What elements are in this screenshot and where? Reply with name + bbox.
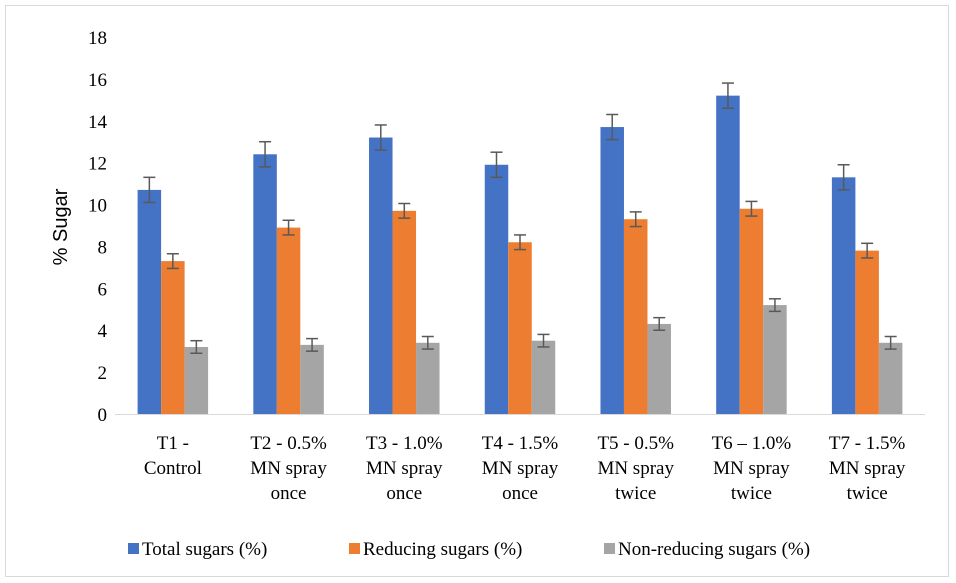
bars: [137, 95, 903, 415]
bar: [623, 219, 648, 414]
x-tick-labels: T1 - Control T2 - 0.5% MN spray once T3 - 1.0…: [144, 433, 906, 504]
y-axis-label: % Sugar: [50, 188, 72, 265]
y-tick-label: 16: [88, 70, 107, 91]
bar: [161, 261, 185, 414]
bar: [276, 227, 301, 414]
y-tick-label: 4: [98, 321, 108, 342]
bar: [184, 346, 209, 414]
bar: [763, 305, 787, 414]
y-tick-label: 12: [88, 154, 107, 175]
legend-swatch: [604, 543, 615, 554]
bar: [531, 340, 556, 414]
x-tick-label: twice: [731, 483, 772, 504]
y-tick-label: 14: [88, 112, 108, 133]
y-tick-labels: 0 2 4 6 8 10 12 14 16 18: [88, 28, 108, 426]
x-tick-label: T3 - 1.0%: [366, 433, 443, 454]
legend-swatch: [349, 543, 360, 554]
y-tick-label: 18: [88, 28, 107, 49]
x-tick-label: MN spray: [829, 458, 906, 479]
bar: [647, 323, 671, 414]
x-tick-label: once: [386, 483, 422, 504]
bar: [369, 137, 393, 415]
bar: [300, 344, 324, 414]
x-tick-label: T4 - 1.5%: [482, 433, 559, 454]
x-tick-label: MN spray: [482, 458, 559, 479]
x-tick-label: T7 - 1.5%: [829, 433, 906, 454]
bar: [253, 154, 277, 415]
bar: [878, 342, 903, 414]
x-tick-label: once: [502, 483, 538, 504]
bar: [508, 242, 532, 414]
error-bars: [143, 82, 897, 355]
bar: [739, 208, 764, 414]
bar: [392, 210, 417, 414]
bar: [716, 95, 740, 415]
x-tick-label: once: [271, 483, 307, 504]
y-tick-label: 6: [98, 279, 108, 300]
y-tick-label: 0: [98, 405, 108, 426]
x-tick-label: Control: [144, 458, 202, 479]
y-tick-label: 10: [88, 196, 107, 217]
x-tick-label: T5 - 0.5%: [597, 433, 674, 454]
bar: [137, 189, 162, 414]
legend-entry: Reducing sugars (%): [363, 539, 522, 560]
bar: [484, 164, 509, 414]
bar: [416, 342, 440, 414]
bar: [600, 127, 624, 415]
legend-entry: Non-reducing sugars (%): [618, 539, 810, 560]
x-tick-label: MN spray: [366, 458, 443, 479]
x-tick-label: MN spray: [713, 458, 790, 479]
x-tick-label: twice: [847, 483, 888, 504]
x-tick-label: MN spray: [597, 458, 674, 479]
y-tick-label: 2: [98, 363, 108, 384]
x-tick-label: MN spray: [250, 458, 327, 479]
x-tick-label: T6 – 1.0%: [712, 433, 792, 454]
bar: [831, 177, 856, 414]
legend-swatch: [128, 543, 139, 554]
y-tick-label: 8: [98, 237, 108, 258]
legend-entry: Total sugars (%): [142, 539, 267, 560]
x-tick-label: T1 -: [157, 433, 189, 454]
x-tick-label: twice: [615, 483, 656, 504]
legend: Total sugars (%) Reducing sugars (%) Non-r…: [128, 539, 810, 560]
x-tick-label: T2 - 0.5%: [250, 433, 327, 454]
bar: [855, 250, 879, 414]
